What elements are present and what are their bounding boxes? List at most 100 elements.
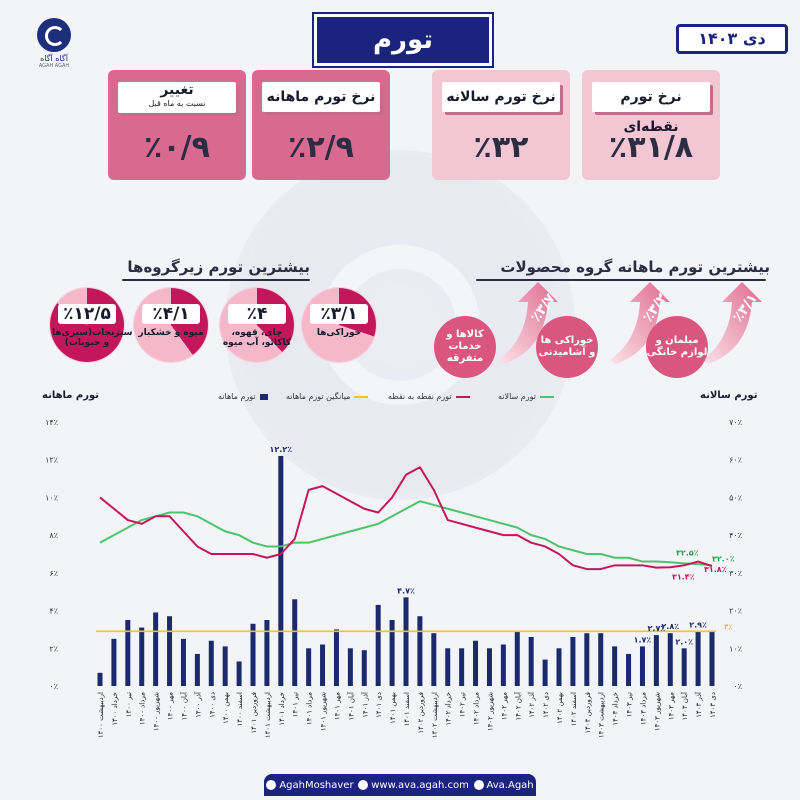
annual-inflation-line <box>99 500 713 567</box>
monthly-bar <box>584 633 590 686</box>
right-axis-title: تورم سالانه <box>700 390 758 401</box>
groups-title-underline <box>476 279 766 281</box>
footer-instagram[interactable]: Ava.Agah <box>473 779 534 791</box>
y-tick-left: ۱۴٪ <box>45 418 58 427</box>
kpi-change-subtitle: نسبت به ماه قبل <box>148 99 206 108</box>
x-tick-label: تیر ۱۴۰۳ <box>626 692 634 717</box>
monthly-bar <box>375 604 381 686</box>
footer-web[interactable]: www.ava.agah.com <box>358 779 469 791</box>
arrow-icon <box>610 282 670 364</box>
legend-label: تورم سالانه <box>498 392 536 401</box>
x-tick-label: اردیبهشت ۱۴۰۳ <box>598 692 606 738</box>
logo-mark-icon <box>37 18 71 52</box>
monthly-bar <box>167 616 173 686</box>
monthly-bar <box>361 650 367 686</box>
logo-subtext: AGAH AGAH <box>38 63 70 69</box>
x-tick-label: دی ۱۴۰۳ <box>709 692 717 718</box>
monthly-bar <box>667 633 673 686</box>
monthly-bar <box>459 648 465 686</box>
y-tick-left: ۰٪ <box>49 682 58 691</box>
x-tick-label: فروردین ۱۴۰۱ <box>250 692 258 734</box>
x-tick-label: بهمن ۱۴۰۰ <box>222 692 230 724</box>
legend-p2p: تورم نقطه به نقطه <box>388 392 470 401</box>
kpi-change-card: تغییر نسبت به ماه قبل ٪۰/۹ <box>108 70 246 180</box>
p2p-inflation-line <box>99 466 713 571</box>
footer-insta-label: Ava.Agah <box>486 779 534 791</box>
monthly-bar <box>125 620 131 686</box>
monthly-bar <box>417 616 423 686</box>
bar-value-label: ۲.۷٪ <box>648 624 666 633</box>
avg-label: ۳٪ <box>724 622 733 631</box>
bar-value-label: ۲.۸٪ <box>661 622 679 631</box>
group-label: کالاها و خدمات متفرقه <box>446 329 484 364</box>
kpi-label: نرخ تورم ماهانه <box>262 82 380 112</box>
x-tick-label: اردیبهشت ۱۴۰۱ <box>264 692 272 738</box>
arrow-icon <box>702 282 762 364</box>
legend-label: تورم ماهانه <box>218 392 256 401</box>
y-tick-left: ۸٪ <box>49 531 58 540</box>
monthly-bar <box>626 653 632 686</box>
subgroup-ring <box>220 288 294 362</box>
monthly-bar <box>695 631 701 686</box>
monthly-bar <box>278 455 284 686</box>
footer-web-label: www.ava.agah.com <box>371 779 469 791</box>
group-label: مبلمان و لوازم خانگی <box>646 335 708 358</box>
kpi-label: نرخ تورم سالانه <box>442 82 560 112</box>
y-tick-left: ۱۲٪ <box>45 456 58 465</box>
bar-value-label: ۱۲.۲٪ <box>270 445 293 454</box>
telegram-icon <box>266 779 277 790</box>
group-label: خوراکی ها و آشامیدنی <box>538 335 596 358</box>
monthly-bar <box>347 648 353 686</box>
group-misc: کالاها و خدمات متفرقه <box>434 316 496 378</box>
logo-text: آگاه آگاه <box>40 54 68 63</box>
monthly-bar <box>97 672 103 686</box>
legend-swatch <box>259 393 268 400</box>
x-tick-label: اسفند ۱۴۰۱ <box>403 692 411 726</box>
agah-logo: آگاه آگاه AGAH AGAH <box>30 18 78 69</box>
kpi-value: ٪۰/۹ <box>144 130 210 165</box>
x-tick-label: اردیبهشت ۱۴۰۰ <box>97 692 105 738</box>
monthly-bar <box>153 612 159 686</box>
x-tick-label: اردیبهشت ۱۴۰۲ <box>431 692 439 738</box>
monthly-bar <box>431 633 437 686</box>
monthly-bar <box>292 599 298 686</box>
y-tick-left: ۲٪ <box>49 644 58 653</box>
y-tick-right: ۵۰٪ <box>729 493 742 502</box>
p2p-last-label: ۳۱.۸٪ <box>704 565 727 574</box>
x-tick-label: شهریور ۱۴۰۲ <box>486 692 494 731</box>
y-tick-left: ۴٪ <box>49 607 58 616</box>
x-tick-label: بهمن ۱۴۰۱ <box>389 692 397 724</box>
x-tick-label: خرداد ۱۴۰۱ <box>278 692 286 726</box>
monthly-bar <box>403 597 409 686</box>
monthly-bar <box>194 653 200 686</box>
x-tick-label: آبان ۱۴۰۰ <box>179 691 188 720</box>
y-tick-right: ۱۰٪ <box>729 644 742 653</box>
x-tick-label: آبان ۱۴۰۳ <box>680 691 689 720</box>
kpi-p2p-card: نرخ تورم نقطه‌ای ٪۳۱/۸ <box>582 70 720 180</box>
monthly-bar <box>556 648 562 686</box>
legend-swatch <box>455 395 470 398</box>
x-tick-label: دی ۱۴۰۱ <box>375 692 383 718</box>
x-tick-label: دی ۱۴۰۰ <box>208 692 216 718</box>
x-tick-label: اسفند ۱۴۰۰ <box>236 692 244 726</box>
monthly-bar <box>250 623 256 686</box>
x-tick-label: تیر ۱۴۰۱ <box>292 692 300 717</box>
y-tick-right: ۲۰٪ <box>729 607 742 616</box>
x-tick-label: فروردین ۱۴۰۲ <box>417 692 425 734</box>
x-tick-label: مرداد ۱۴۰۰ <box>139 692 147 725</box>
annual-prev-label: ۳۲.۵٪ <box>676 548 699 557</box>
group-food: خوراکی ها و آشامیدنی <box>536 316 598 378</box>
x-tick-label: شهریور ۱۴۰۳ <box>653 692 661 731</box>
x-tick-label: دی ۱۴۰۲ <box>542 692 550 718</box>
monthly-bar <box>445 648 451 686</box>
monthly-bar <box>389 620 395 686</box>
legend-swatch <box>539 395 554 398</box>
arrow-icon <box>498 282 558 364</box>
legend-annual: تورم سالانه <box>498 392 554 401</box>
footer-telegram[interactable]: AgahMoshaver <box>266 779 354 791</box>
legend-monthly: تورم ماهانه <box>218 392 268 401</box>
globe-icon <box>358 779 369 790</box>
y-tick-left: ۱۰٪ <box>45 493 58 502</box>
inflation-chart: ۰٪ ۲٪ ۴٪ ۶٪ ۸٪ ۱۰٪ ۱۲٪ ۱۴٪ ۰٪ ۱۰٪ ۲۰٪ ۳۰٪ ۴۰٪ ۵۰٪ ۶۰٪ ۷… <box>45 418 742 738</box>
subgroups-title-underline <box>122 279 310 281</box>
